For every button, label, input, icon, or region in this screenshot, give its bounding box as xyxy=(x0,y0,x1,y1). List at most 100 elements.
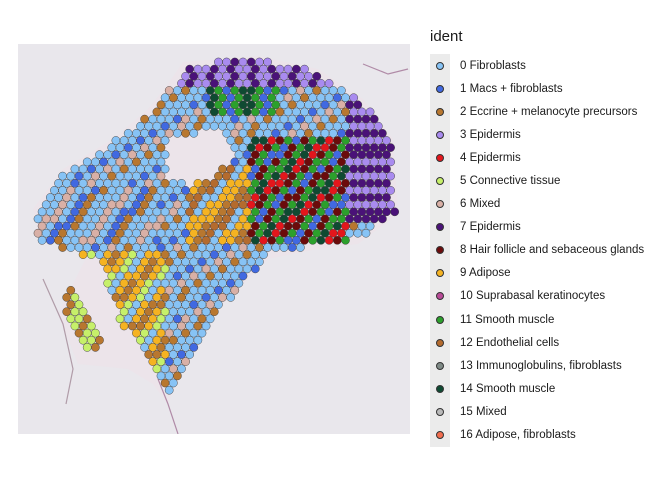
spot xyxy=(246,214,256,224)
spot xyxy=(189,257,199,267)
spot xyxy=(304,186,313,195)
spot xyxy=(185,250,195,259)
spot xyxy=(214,243,223,252)
spot xyxy=(86,250,96,259)
spot xyxy=(123,200,133,210)
spot xyxy=(222,186,231,195)
spot xyxy=(304,157,313,167)
spot xyxy=(332,93,342,103)
spot xyxy=(275,121,285,131)
spot xyxy=(300,79,309,88)
spot xyxy=(107,214,117,224)
spot xyxy=(209,64,219,74)
spot xyxy=(144,164,154,174)
spot xyxy=(250,107,260,117)
spot xyxy=(103,150,113,160)
spot xyxy=(373,150,383,160)
spot xyxy=(234,64,244,74)
spot xyxy=(168,278,178,288)
spot xyxy=(279,200,289,210)
spot xyxy=(152,264,162,274)
spot xyxy=(246,71,256,81)
spot xyxy=(214,300,223,309)
spot xyxy=(160,178,170,188)
spot xyxy=(324,178,334,188)
spot xyxy=(103,278,113,288)
spot xyxy=(45,235,55,245)
spot xyxy=(242,121,252,131)
spot xyxy=(193,93,203,103)
spot xyxy=(148,143,158,152)
spot xyxy=(152,136,162,145)
spot xyxy=(230,86,240,95)
spot xyxy=(283,178,293,188)
spot xyxy=(214,71,223,81)
spot xyxy=(148,214,158,224)
spot xyxy=(168,293,178,302)
spot xyxy=(177,235,186,245)
spot xyxy=(304,86,313,95)
spot xyxy=(50,214,59,224)
spot xyxy=(197,314,207,324)
spot xyxy=(193,278,203,288)
spot xyxy=(99,186,108,195)
legend-dot xyxy=(436,384,444,393)
spot xyxy=(267,178,277,188)
spot xyxy=(201,107,211,117)
spot xyxy=(197,114,207,124)
spot xyxy=(320,128,330,138)
spot xyxy=(361,214,371,224)
spot xyxy=(78,221,88,231)
spot xyxy=(291,207,301,217)
spot xyxy=(332,178,342,188)
spot xyxy=(152,221,162,231)
spot xyxy=(300,121,309,131)
spot xyxy=(103,193,113,202)
legend-item: 10 Suprabasal keratinocytes xyxy=(430,284,644,309)
spot xyxy=(341,221,350,231)
spot xyxy=(164,243,174,252)
spot xyxy=(164,328,174,338)
spot xyxy=(304,171,313,181)
tissue-fiber-top xyxy=(362,63,409,75)
spot xyxy=(78,193,88,202)
spot xyxy=(234,193,244,202)
spot xyxy=(119,221,129,231)
spot xyxy=(222,228,231,238)
spot xyxy=(320,86,330,95)
spot xyxy=(70,221,80,231)
spot xyxy=(365,121,375,131)
spot xyxy=(164,300,174,309)
spot xyxy=(365,221,375,231)
spot xyxy=(353,214,363,224)
spot xyxy=(218,250,227,259)
spot xyxy=(160,335,170,345)
legend-key xyxy=(430,146,450,170)
spot xyxy=(255,100,264,110)
spot xyxy=(185,350,195,359)
spot xyxy=(189,343,199,352)
spot xyxy=(136,136,145,145)
spot xyxy=(250,235,260,245)
spot xyxy=(222,243,231,252)
spot xyxy=(300,64,309,74)
spot xyxy=(99,157,108,167)
spot xyxy=(337,100,346,110)
legend-label: 2 Eccrine + melanocyte precursors xyxy=(460,105,638,118)
spot xyxy=(103,235,113,245)
spot xyxy=(349,221,359,231)
spot xyxy=(140,128,149,138)
spot xyxy=(95,250,104,259)
legend-dot xyxy=(436,61,444,70)
spot xyxy=(283,193,293,202)
spot xyxy=(214,114,223,124)
spot xyxy=(304,200,313,210)
spot xyxy=(291,150,301,160)
legend-dot xyxy=(436,269,444,278)
spot xyxy=(193,207,203,217)
spot xyxy=(205,243,215,252)
tissue-image-panel xyxy=(18,44,410,434)
spot xyxy=(275,193,285,202)
spot xyxy=(357,164,367,174)
spot xyxy=(267,93,277,103)
